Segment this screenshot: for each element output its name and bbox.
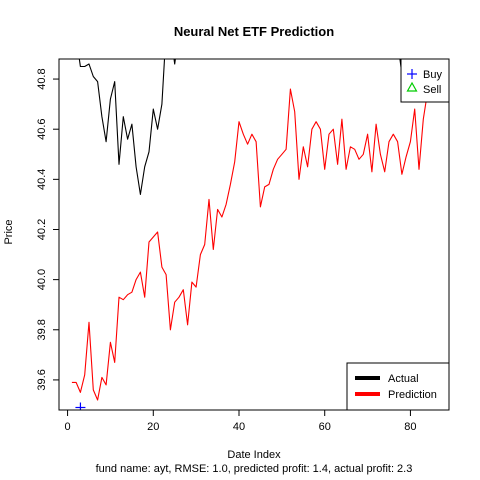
sell-marker-icon	[406, 81, 418, 92]
legend-item-prediction: Prediction	[355, 389, 437, 401]
y-tick-label: 40.0	[36, 269, 48, 290]
y-tick-label: 40.4	[36, 169, 48, 190]
x-tick-label: 20	[147, 421, 159, 433]
y-axis: 39.6 39.8 40.0 40.2 40.4 40.6 40.8	[36, 68, 60, 391]
legend-item-actual: Actual	[355, 373, 419, 385]
legend-item-buy: Buy	[407, 69, 442, 81]
y-tick-label: 40.6	[36, 118, 48, 139]
y-tick-label: 39.6	[36, 369, 48, 390]
legend-item-sell: Sell	[406, 81, 441, 96]
x-tick-label: 60	[319, 421, 331, 433]
buy-marker	[75, 402, 86, 410]
x-tick-label: 40	[233, 421, 245, 433]
legend-label-actual: Actual	[388, 373, 419, 385]
legend-buy-sell: Buy Sell	[400, 58, 450, 103]
y-axis-title: Price	[3, 219, 15, 244]
x-tick-label: 0	[65, 421, 71, 433]
actual-series-line-0	[78, 59, 176, 195]
series-layer	[71, 59, 429, 401]
x-axis: 0 20 40 60 80	[65, 409, 417, 433]
legend-actual-prediction-box	[346, 362, 450, 411]
legend-actual-prediction: Actual Prediction	[346, 362, 450, 411]
y-tick-label: 40.8	[36, 68, 48, 89]
legend-label-sell: Sell	[423, 84, 441, 96]
chart-subtitle: fund name: ayt, RMSE: 1.0, predicted pro…	[96, 463, 413, 475]
x-tick-label: 80	[404, 421, 416, 433]
legend-label-prediction: Prediction	[388, 389, 437, 401]
legend-buy-sell-box	[400, 58, 450, 103]
marker-layer	[75, 402, 86, 410]
x-axis-title: Date Index	[227, 449, 281, 461]
chart-title: Neural Net ETF Prediction	[174, 24, 334, 39]
buy-marker-icon	[407, 69, 417, 79]
plot-frame	[58, 58, 450, 411]
y-tick-label: 39.8	[36, 319, 48, 340]
prediction-series-line-2	[71, 88, 429, 401]
legend-label-buy: Buy	[423, 69, 442, 81]
y-tick-label: 40.2	[36, 219, 48, 240]
